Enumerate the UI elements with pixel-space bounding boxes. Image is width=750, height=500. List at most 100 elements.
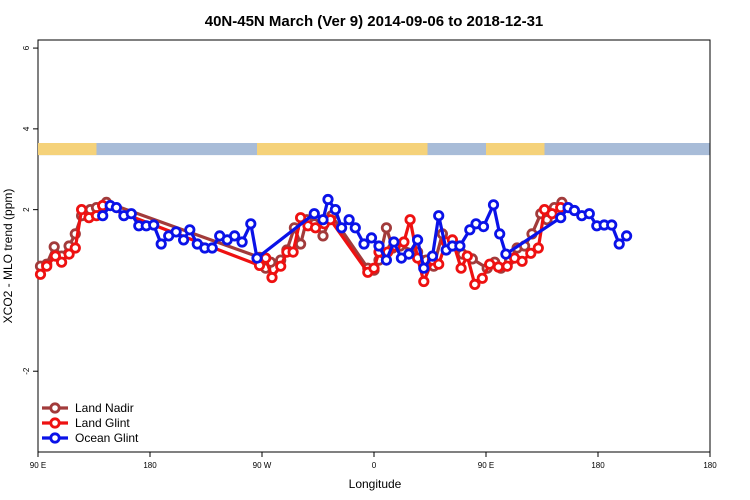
data-point <box>178 234 190 246</box>
data-point <box>380 222 392 234</box>
x-axis-label: Longitude <box>349 477 402 491</box>
data-point <box>404 214 416 226</box>
data-point <box>418 262 430 274</box>
y-tick-label: 6 <box>22 45 31 50</box>
data-point <box>266 271 278 284</box>
data-point <box>373 240 385 252</box>
data-point <box>433 258 445 270</box>
data-point <box>55 256 68 268</box>
data-point <box>411 234 424 246</box>
data-point <box>492 261 504 273</box>
data-point <box>525 247 537 259</box>
data-point <box>433 210 445 222</box>
data-point <box>110 202 123 214</box>
data-point <box>469 278 481 290</box>
data-point <box>365 232 378 244</box>
data-point <box>388 236 400 248</box>
data-point <box>546 208 558 220</box>
series-layer <box>34 193 633 290</box>
data-point <box>368 262 380 274</box>
data-point <box>426 250 439 262</box>
data-point <box>398 236 410 248</box>
data-point <box>317 230 329 242</box>
data-point <box>454 240 466 252</box>
strip-land-segment <box>486 143 545 156</box>
y-tick-label: 2 <box>22 207 31 212</box>
data-point <box>494 228 506 240</box>
y-tick-label: 4 <box>22 126 31 131</box>
legend-item: Ocean Glint <box>42 431 139 445</box>
y-axis-label: XCO2 - MLO trend (ppm) <box>1 189 15 324</box>
data-point <box>245 218 257 230</box>
data-point <box>125 208 137 220</box>
data-point <box>555 212 567 224</box>
data-point <box>380 254 392 266</box>
data-point <box>275 260 287 272</box>
x-tick-label: 0 <box>372 461 377 470</box>
y-axis: -2 2 4 6 <box>22 45 38 375</box>
legend-label: Land Glint <box>75 416 130 430</box>
data-point <box>148 219 160 231</box>
data-point <box>41 260 53 272</box>
x-tick-label: 90 E <box>478 461 494 470</box>
data-point <box>487 199 500 211</box>
data-point <box>477 221 490 233</box>
data-point <box>476 272 488 284</box>
series-land-glint <box>34 200 567 290</box>
legend-swatch-marker <box>49 417 61 429</box>
data-point <box>358 238 370 250</box>
data-point <box>583 208 595 220</box>
data-point <box>501 260 513 272</box>
legend-swatch-marker <box>49 432 61 444</box>
data-point <box>464 224 476 236</box>
data-point <box>287 246 299 258</box>
x-tick-label: 180 <box>703 461 717 470</box>
data-point <box>484 258 496 270</box>
data-point <box>455 262 467 274</box>
x-tick-label: 180 <box>143 461 157 470</box>
data-point <box>69 242 81 254</box>
data-point <box>76 204 88 216</box>
data-point <box>568 204 581 217</box>
data-point <box>403 248 415 260</box>
series-ocean-glint <box>97 193 633 274</box>
legend-swatch-marker <box>49 402 61 414</box>
x-tick-label: 90 W <box>253 461 272 470</box>
data-point <box>63 248 75 260</box>
data-point <box>294 212 307 224</box>
data-point <box>329 204 341 216</box>
data-point <box>461 250 473 262</box>
data-point <box>294 238 307 250</box>
data-point <box>532 242 544 254</box>
data-point <box>317 214 329 226</box>
data-point <box>418 275 430 288</box>
legend-label: Land Nadir <box>75 401 134 415</box>
data-point <box>184 224 196 236</box>
legend-item: Land Glint <box>42 416 130 430</box>
legend-label: Ocean Glint <box>75 431 139 445</box>
legend-item: Land Nadir <box>42 401 134 415</box>
data-point <box>236 236 248 248</box>
surface-strip <box>38 143 710 156</box>
data-point <box>500 248 512 260</box>
data-point <box>349 222 361 234</box>
data-point <box>613 238 625 250</box>
data-point <box>48 241 60 253</box>
data-point <box>343 214 355 226</box>
data-point <box>206 242 218 254</box>
chart-title: 40N-45N March (Ver 9) 2014-09-06 to 2018… <box>205 13 544 30</box>
data-point <box>229 230 241 242</box>
data-point <box>308 208 320 220</box>
data-point <box>49 250 62 262</box>
data-point <box>620 230 633 242</box>
x-tick-label: 180 <box>591 461 605 470</box>
strip-land-segment <box>257 143 428 156</box>
data-point <box>155 238 167 250</box>
x-tick-label: 90 E <box>30 461 46 470</box>
data-point <box>170 226 182 238</box>
strip-land-segment <box>38 143 97 156</box>
data-point <box>34 268 47 280</box>
data-point <box>251 252 263 264</box>
